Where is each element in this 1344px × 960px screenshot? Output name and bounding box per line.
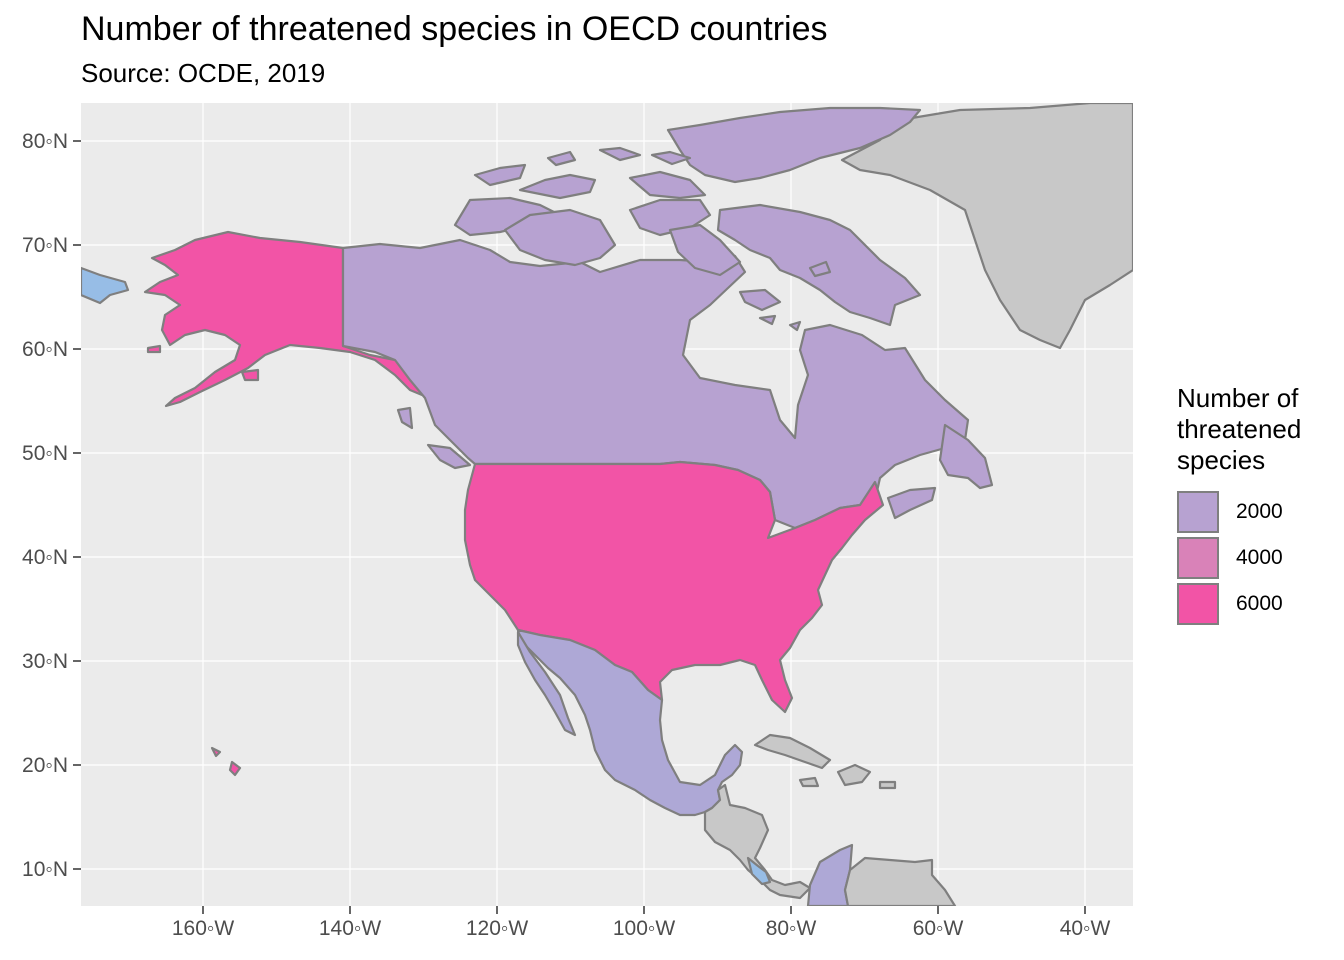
legend-key: [1177, 537, 1219, 579]
y-tick-label: 20◦N: [22, 754, 68, 777]
country-greenland: [840, 103, 1133, 350]
y-tick-label: 40◦N: [22, 546, 68, 569]
island-puerto-rico: [878, 780, 897, 790]
island-hispaniola: [836, 763, 872, 787]
legend-item: 6000: [1177, 581, 1337, 627]
y-axis-labels: 80◦N 70◦N 60◦N 50◦N 40◦N 30◦N 20◦N 10◦N: [22, 130, 68, 881]
legend-label: 6000: [1236, 592, 1283, 615]
island-jamaica: [798, 776, 820, 788]
y-tick-label: 50◦N: [22, 442, 68, 465]
legend-title: Number of threatened species: [1177, 383, 1337, 476]
island-hawaii-small: [210, 746, 222, 758]
x-axis-labels: 160◦W 140◦W 120◦W 100◦W 80◦W 60◦W 40◦W: [172, 917, 1111, 940]
island-aleutian: [146, 344, 162, 354]
legend-label: 4000: [1236, 546, 1283, 569]
island-kodiak: [240, 368, 260, 382]
legend-item: 2000: [1177, 489, 1337, 535]
x-tick-label: 100◦W: [613, 917, 675, 940]
legend-key: [1177, 583, 1219, 625]
x-tick-label: 40◦W: [1060, 917, 1111, 940]
chart-subtitle: Source: OCDE, 2019: [81, 58, 326, 88]
chart-title: Number of threatened species in OECD cou…: [81, 10, 828, 48]
country-russia: [81, 266, 130, 305]
legend-title-line: threatened: [1177, 414, 1302, 444]
island-cuba: [753, 733, 832, 770]
country-venezuela: [843, 856, 957, 906]
central-america: [703, 783, 812, 900]
x-tick-label: 120◦W: [466, 917, 528, 940]
y-tick-label: 30◦N: [22, 650, 68, 673]
legend-item: 4000: [1177, 535, 1337, 581]
island-hawaii: [228, 760, 242, 777]
state-alaska: [143, 230, 424, 408]
x-tick-label: 160◦W: [172, 917, 234, 940]
legend: Number of threatened species 2000 4000 6…: [1177, 383, 1337, 627]
country-costa-rica: [746, 856, 772, 886]
y-tick-label: 60◦N: [22, 338, 68, 361]
x-tick-label: 60◦W: [913, 917, 964, 940]
legend-key: [1177, 491, 1219, 533]
legend-label: 2000: [1236, 500, 1283, 523]
baja-california: [516, 630, 577, 737]
country-united-states: [463, 460, 885, 714]
x-tick-label: 140◦W: [319, 917, 381, 940]
x-tick-label: 80◦W: [766, 917, 817, 940]
legend-title-line: species: [1177, 445, 1266, 475]
y-tick-label: 80◦N: [22, 130, 68, 153]
legend-title-line: Number of: [1177, 383, 1299, 413]
y-tick-label: 70◦N: [22, 234, 68, 257]
y-tick-label: 10◦N: [22, 858, 68, 881]
canadian-arctic-islands: [396, 106, 994, 520]
axis-ticks: [73, 140, 1086, 914]
